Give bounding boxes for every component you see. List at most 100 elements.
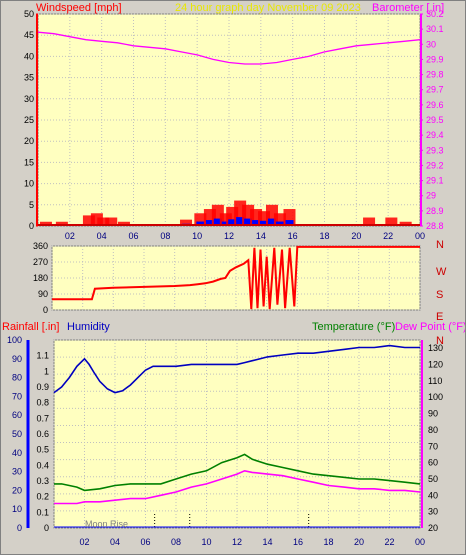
windspeed-average-bar bbox=[252, 220, 261, 226]
wind-barometer-x-tick-label: 16 bbox=[288, 231, 298, 241]
wind-barometer-x-tick-label: 06 bbox=[128, 231, 138, 241]
windspeed-tick-label: 0 bbox=[29, 221, 34, 231]
humidity-tick-label: 50 bbox=[12, 429, 22, 439]
barometer-tick-label: 30.2 bbox=[426, 9, 444, 19]
humidity-tick-label: 0 bbox=[17, 523, 22, 533]
humidity-temperature-x-tick-label: 16 bbox=[293, 537, 303, 547]
humidity-temperature-x-tick-label: 18 bbox=[323, 537, 333, 547]
graph-period-title: 24 hour graph day November 09 2023 bbox=[175, 2, 361, 14]
barometer-tick-label: 29 bbox=[426, 191, 436, 201]
humidity-tick-label: 80 bbox=[12, 373, 22, 383]
humidity-temperature-x-tick-label: 14 bbox=[262, 537, 272, 547]
wind-barometer-x-tick-label: 00 bbox=[415, 231, 425, 241]
temperature-tick-label: 90 bbox=[428, 409, 438, 419]
windspeed-bar bbox=[55, 221, 68, 226]
temperature-series-line bbox=[54, 453, 421, 492]
windspeed-average-bar bbox=[275, 221, 284, 226]
humidity-temperature-x-tick-label: 12 bbox=[232, 537, 242, 547]
temperature-tick-label: 80 bbox=[428, 425, 438, 435]
dew-point-series-line bbox=[54, 469, 421, 505]
direction-tick-label: 90 bbox=[38, 289, 48, 299]
moon-rise-annotation: Moon Rise bbox=[85, 519, 128, 529]
windspeed-bar bbox=[39, 221, 52, 226]
humidity-temperature-x-tick-label: 22 bbox=[384, 537, 394, 547]
temperature-tick-label: 40 bbox=[428, 490, 438, 500]
barometer-tick-label: 29.2 bbox=[426, 160, 444, 170]
temperature-tick-label: 100 bbox=[428, 392, 443, 402]
wind-direction-series-line bbox=[52, 245, 420, 310]
humidity-tick-label: 10 bbox=[12, 504, 22, 514]
windspeed-bar bbox=[97, 217, 110, 226]
windspeed-bar bbox=[399, 221, 412, 226]
windspeed-bar bbox=[117, 221, 130, 226]
barometer-tick-label: 29.6 bbox=[426, 100, 444, 110]
barometer-tick-label: 30.1 bbox=[426, 24, 444, 34]
rainfall-tick-label: 0.1 bbox=[36, 507, 49, 517]
wind-barometer-x-tick-label: 10 bbox=[192, 231, 202, 241]
humidity-tick-label: 40 bbox=[12, 448, 22, 458]
rainfall-tick-label: 0.5 bbox=[36, 445, 49, 455]
windspeed-tick-label: 50 bbox=[24, 9, 34, 19]
windspeed-average-bar bbox=[213, 218, 222, 226]
windspeed-average-bar bbox=[244, 218, 253, 226]
wind-barometer-x-tick-label: 02 bbox=[65, 231, 75, 241]
compass-label: S bbox=[436, 289, 443, 301]
humidity-tick-label: 30 bbox=[12, 467, 22, 477]
temperature-tick-label: 60 bbox=[428, 458, 438, 468]
rainfall-tick-label: 0.2 bbox=[36, 492, 49, 502]
windspeed-tick-label: 20 bbox=[24, 136, 34, 146]
temperature-axis-title: Temperature (°F) bbox=[312, 321, 395, 333]
temperature-tick-label: 30 bbox=[428, 507, 438, 517]
windspeed-average-bar bbox=[285, 220, 294, 226]
wind-barometer-x-tick-label: 22 bbox=[383, 231, 393, 241]
barometer-tick-label: 29.8 bbox=[426, 70, 444, 80]
rainfall-tick-label: 0.7 bbox=[36, 413, 49, 423]
windspeed-tick-label: 10 bbox=[24, 179, 34, 189]
wind-barometer-x-tick-label: 12 bbox=[224, 231, 234, 241]
humidity-temperature-x-tick-label: 20 bbox=[354, 537, 364, 547]
barometer-tick-label: 29.1 bbox=[426, 176, 444, 186]
windspeed-tick-label: 25 bbox=[24, 115, 34, 125]
humidity-tick-label: 60 bbox=[12, 410, 22, 420]
barometer-tick-label: 29.3 bbox=[426, 145, 444, 155]
humidity-temperature-x-tick-label: 04 bbox=[110, 537, 120, 547]
windspeed-average-bar bbox=[236, 217, 245, 226]
rainfall-tick-label: 0.6 bbox=[36, 429, 49, 439]
windspeed-average-bar bbox=[196, 221, 205, 226]
windspeed-tick-label: 30 bbox=[24, 94, 34, 104]
windspeed-average-bar bbox=[260, 220, 269, 226]
rainfall-tick-label: 0.3 bbox=[36, 476, 49, 486]
barometer-tick-label: 30 bbox=[426, 39, 436, 49]
windspeed-average-bar bbox=[205, 220, 214, 226]
barometer-tick-label: 29.4 bbox=[426, 130, 444, 140]
humidity-temperature-x-tick-label: 00 bbox=[415, 537, 425, 547]
barometer-tick-label: 28.8 bbox=[426, 221, 444, 231]
windspeed-bar bbox=[180, 219, 193, 226]
compass-label: W bbox=[436, 266, 447, 278]
temperature-tick-label: 20 bbox=[428, 523, 438, 533]
temperature-tick-label: 120 bbox=[428, 360, 443, 370]
humidity-tick-label: 20 bbox=[12, 485, 22, 495]
barometer-tick-label: 29.9 bbox=[426, 54, 444, 64]
windspeed-average-bar bbox=[221, 221, 230, 226]
windspeed-bar bbox=[363, 217, 376, 226]
wind-barometer-x-tick-label: 04 bbox=[97, 231, 107, 241]
barometer-tick-label: 29.7 bbox=[426, 85, 444, 95]
windspeed-average-bar bbox=[267, 218, 276, 226]
humidity-axis-title: Humidity bbox=[67, 321, 110, 333]
temperature-tick-label: 130 bbox=[428, 343, 443, 353]
humidity-temperature-x-tick-label: 06 bbox=[140, 537, 150, 547]
compass-label: E bbox=[436, 311, 443, 323]
windspeed-tick-label: 45 bbox=[24, 30, 34, 40]
humidity-tick-label: 90 bbox=[12, 354, 22, 364]
windspeed-bar bbox=[105, 217, 118, 226]
rainfall-tick-label: 0.8 bbox=[36, 398, 49, 408]
humidity-temperature-panel: 0 0.1 0.2 0.3 0.4 0.5 0.6 0.7 0.8 0.9 1 1.1 0 10 20 30 4… bbox=[7, 335, 443, 547]
direction-tick-label: 0 bbox=[43, 305, 48, 315]
direction-tick-label: 360 bbox=[33, 241, 48, 251]
rainfall-tick-label: 0.9 bbox=[36, 382, 49, 392]
rainfall-tick-label: 1 bbox=[44, 366, 49, 376]
humidity-temperature-x-tick-label: 02 bbox=[79, 537, 89, 547]
